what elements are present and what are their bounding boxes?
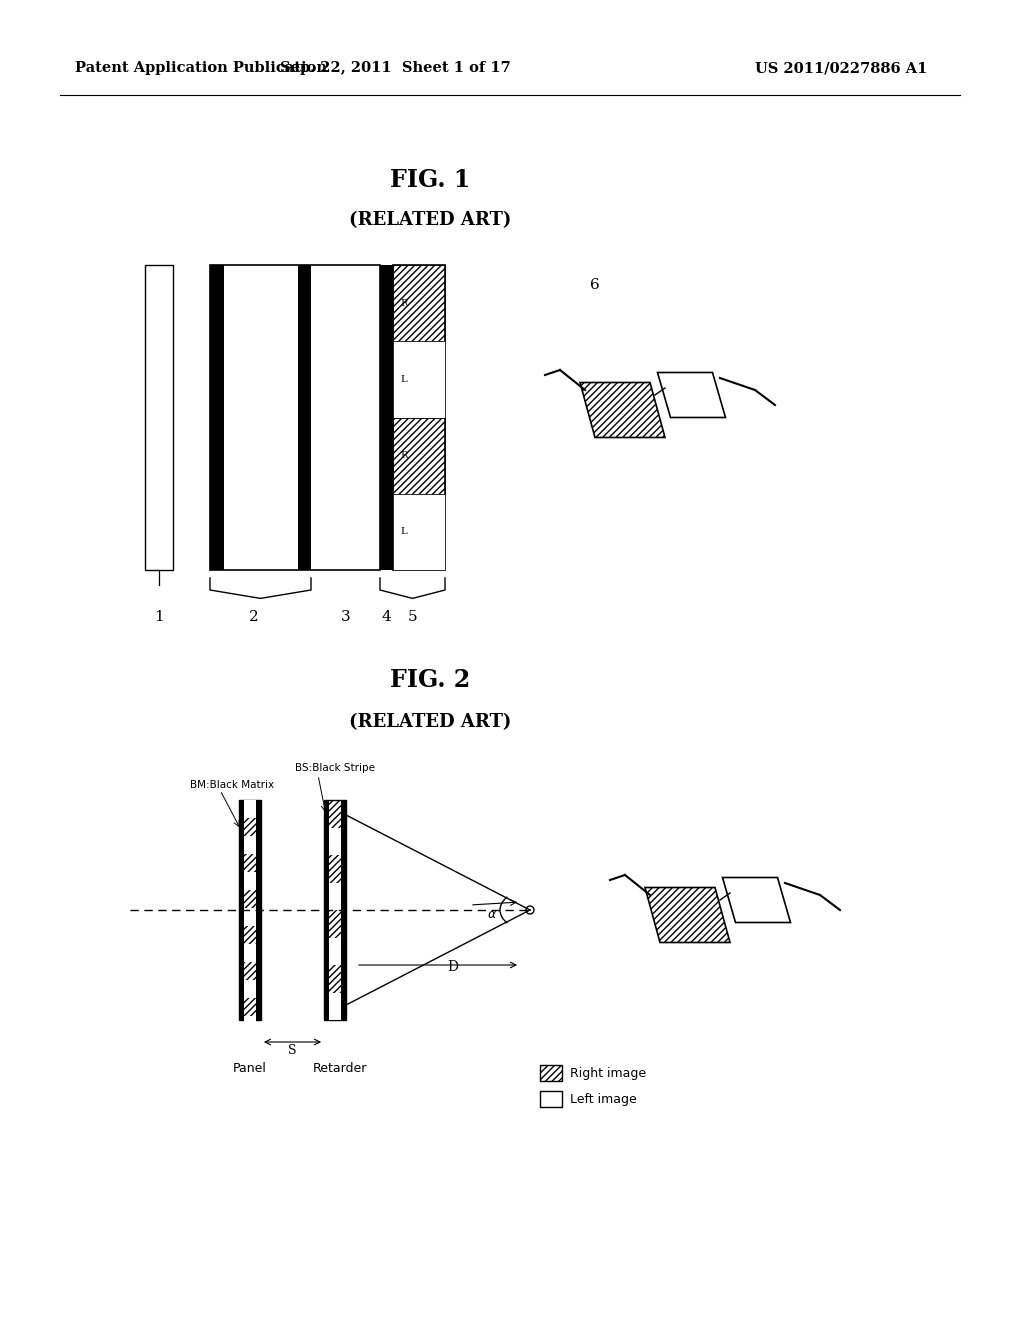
- Bar: [145, 265, 173, 570]
- Circle shape: [526, 906, 534, 913]
- Text: Retarder: Retarder: [312, 1061, 368, 1074]
- Text: 5: 5: [408, 610, 418, 624]
- Text: BM:Black Matrix: BM:Black Matrix: [190, 780, 274, 789]
- Bar: [324, 855, 346, 883]
- Bar: [244, 908, 256, 927]
- Bar: [540, 1092, 562, 1107]
- Bar: [540, 1065, 562, 1081]
- Bar: [298, 265, 311, 570]
- Bar: [324, 993, 346, 1020]
- Text: Panel: Panel: [233, 1061, 267, 1074]
- Bar: [239, 800, 244, 1020]
- Text: D: D: [447, 960, 459, 974]
- Text: L: L: [400, 375, 407, 384]
- Text: 6: 6: [590, 279, 600, 292]
- Text: $\alpha$: $\alpha$: [487, 908, 497, 921]
- Bar: [393, 494, 445, 570]
- Bar: [324, 883, 346, 909]
- Bar: [324, 937, 346, 965]
- Text: L: L: [400, 528, 407, 536]
- Bar: [324, 800, 346, 828]
- Text: Left image: Left image: [570, 1093, 637, 1106]
- Text: S: S: [288, 1044, 297, 1057]
- Bar: [341, 800, 346, 1020]
- Bar: [210, 265, 380, 570]
- Bar: [244, 836, 256, 854]
- Text: 1: 1: [155, 610, 164, 624]
- Text: FIG. 2: FIG. 2: [390, 668, 470, 692]
- Text: (RELATED ART): (RELATED ART): [349, 211, 511, 228]
- Bar: [324, 965, 346, 993]
- Bar: [393, 417, 445, 494]
- Bar: [244, 979, 256, 998]
- Bar: [324, 800, 346, 1020]
- Text: R: R: [400, 451, 408, 461]
- Text: Right image: Right image: [570, 1067, 646, 1080]
- Bar: [324, 909, 346, 937]
- Text: Patent Application Publication: Patent Application Publication: [75, 61, 327, 75]
- Bar: [324, 828, 346, 855]
- Text: (RELATED ART): (RELATED ART): [349, 713, 511, 731]
- Text: 4: 4: [382, 610, 391, 624]
- Bar: [244, 800, 256, 818]
- Bar: [239, 800, 261, 1020]
- Bar: [244, 873, 256, 890]
- Bar: [393, 265, 445, 570]
- Text: 2: 2: [249, 610, 259, 624]
- Bar: [393, 342, 445, 417]
- Bar: [380, 265, 393, 570]
- Bar: [256, 800, 261, 1020]
- Text: US 2011/0227886 A1: US 2011/0227886 A1: [755, 61, 928, 75]
- Bar: [244, 1016, 256, 1034]
- Bar: [239, 800, 261, 1020]
- Text: BS:Black Stripe: BS:Black Stripe: [295, 763, 375, 774]
- Bar: [244, 944, 256, 962]
- Bar: [393, 265, 445, 342]
- Text: 3: 3: [341, 610, 350, 624]
- Text: FIG. 1: FIG. 1: [390, 168, 470, 191]
- Text: R: R: [400, 298, 408, 308]
- Bar: [210, 265, 224, 570]
- Bar: [324, 800, 329, 1020]
- Text: Sep. 22, 2011  Sheet 1 of 17: Sep. 22, 2011 Sheet 1 of 17: [280, 61, 510, 75]
